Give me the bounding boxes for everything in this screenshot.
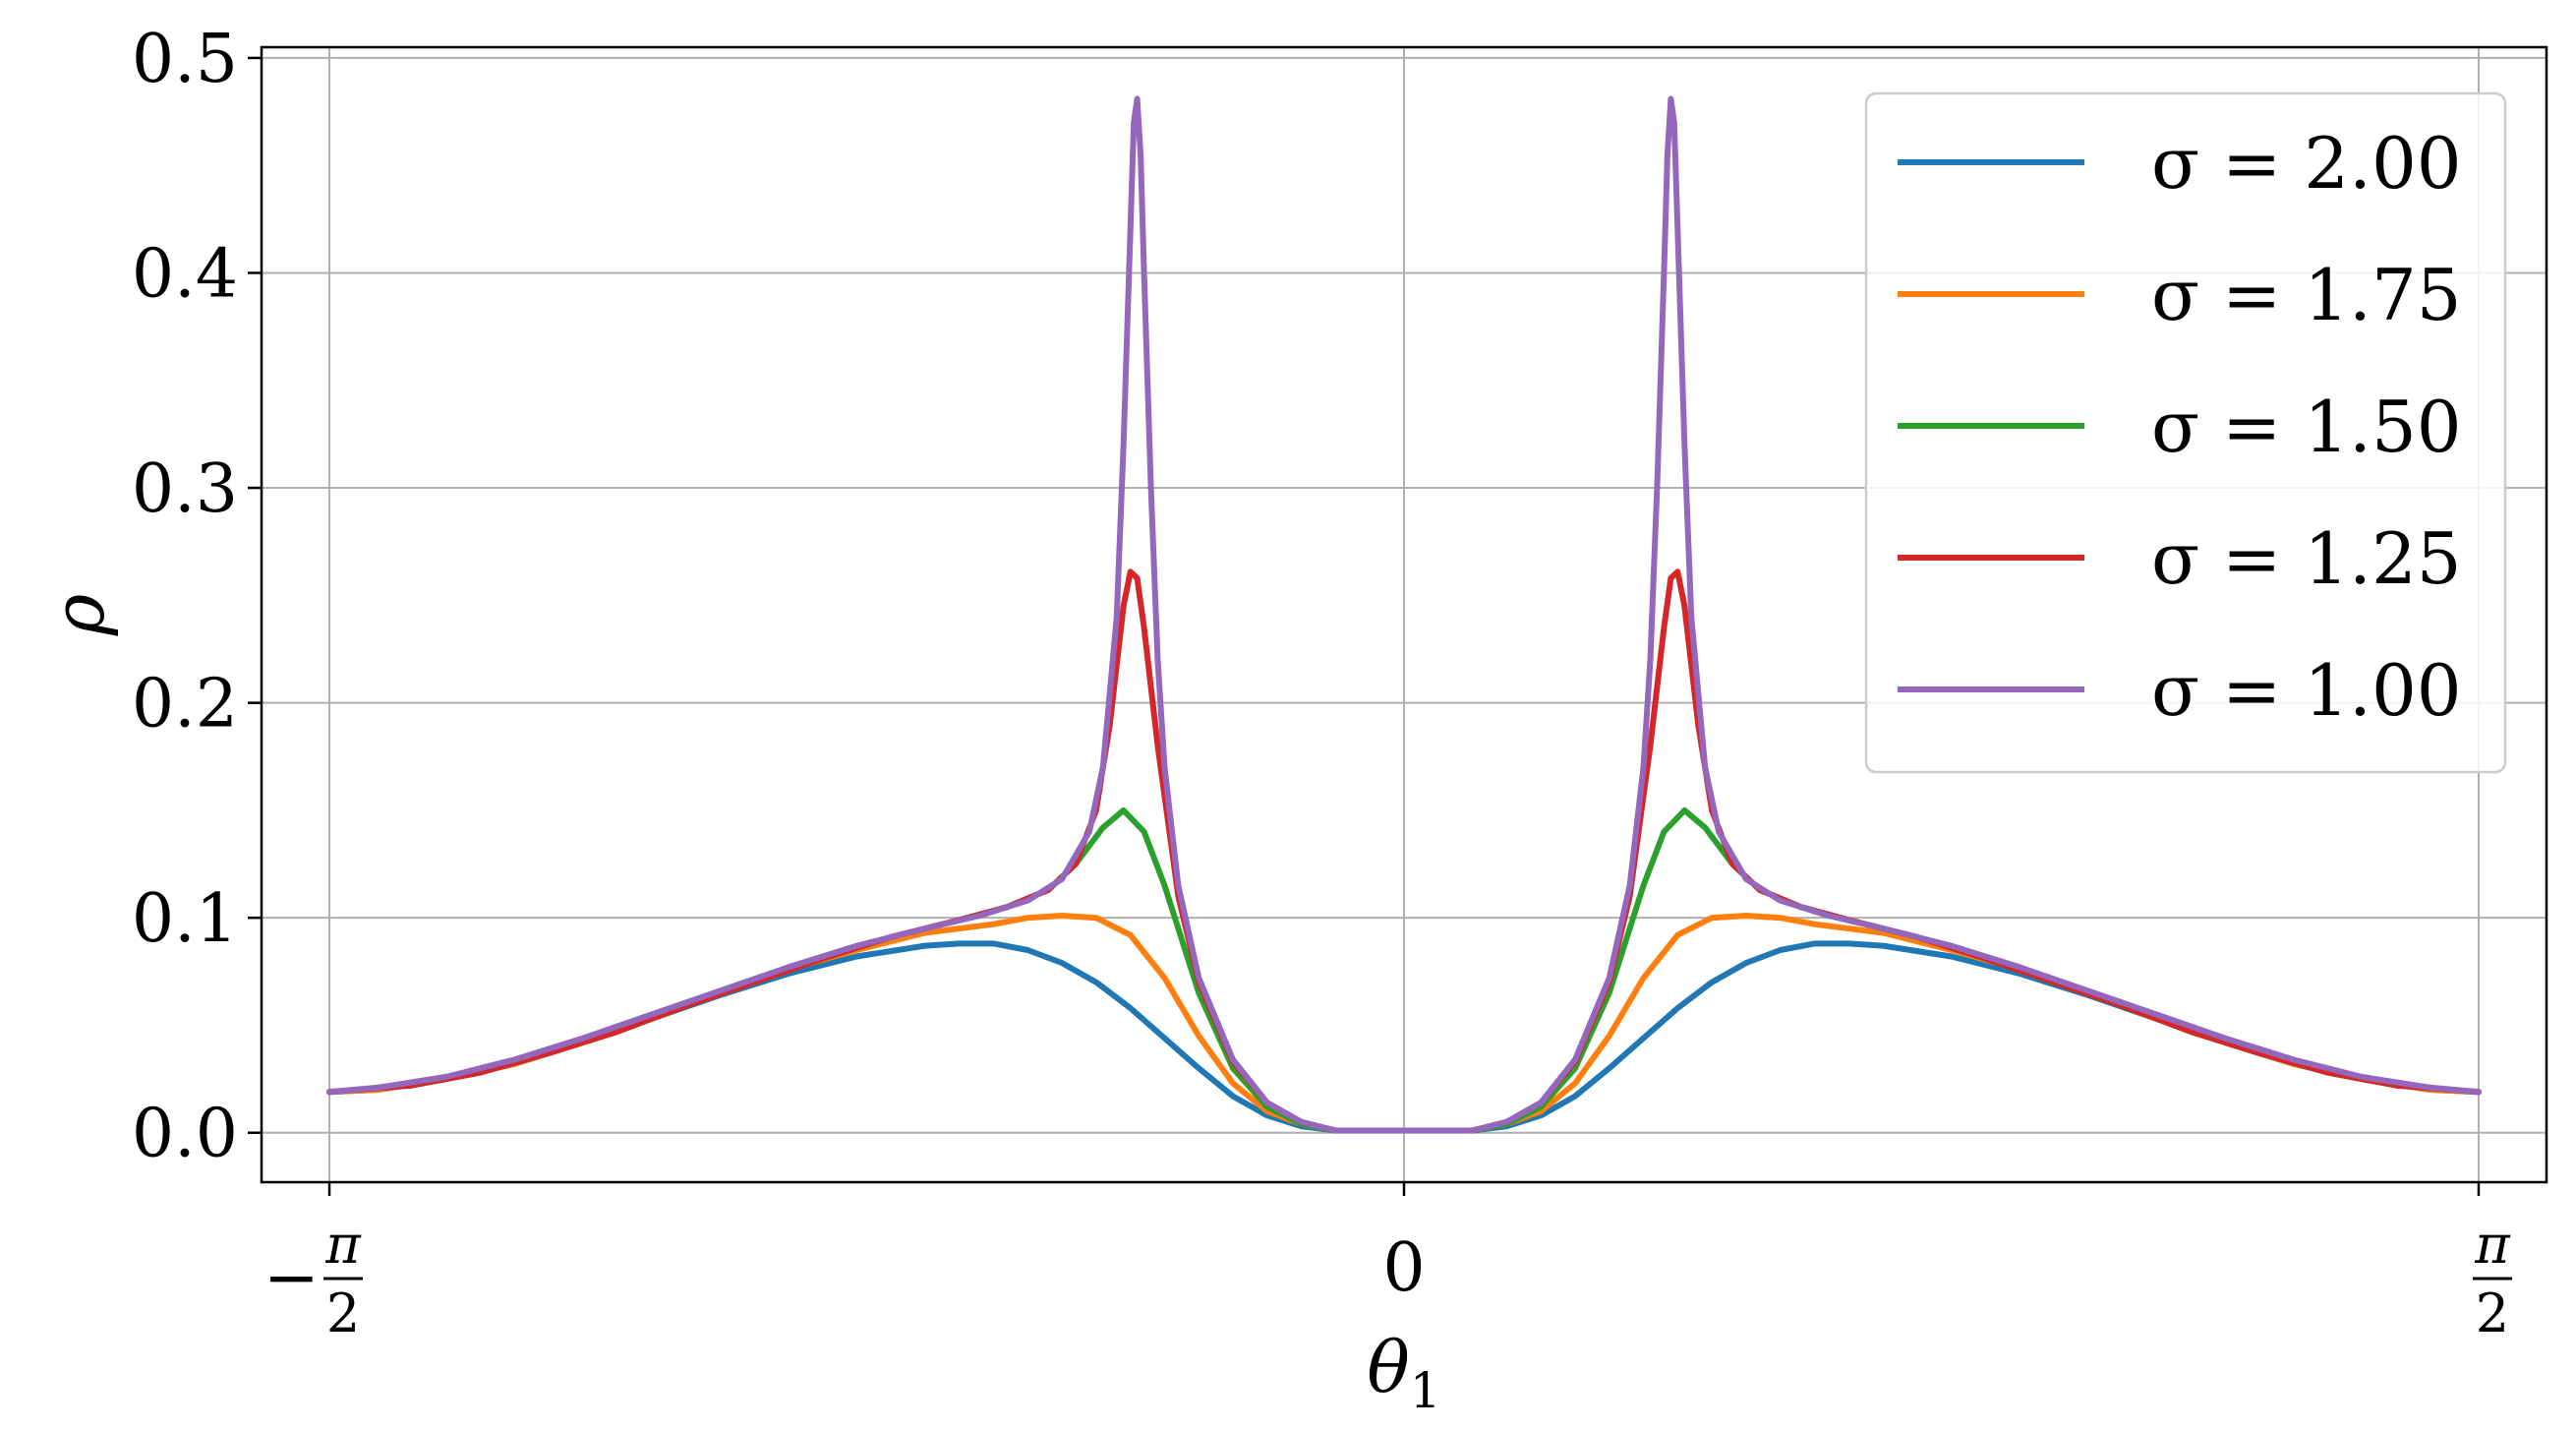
x-tick-label-numerator: π [324, 1214, 362, 1276]
legend-box [1864, 91, 2507, 774]
series-layer [326, 95, 2482, 1134]
grid-lines [262, 47, 2547, 1182]
legend-label: σ = 1.00 [2151, 649, 2462, 732]
y-tick-label: 0.2 [132, 666, 238, 744]
x-axis-label-subscript: 1 [1410, 1362, 1441, 1419]
y-tick-label: 0.0 [132, 1096, 238, 1173]
x-tick-label-sign: − [263, 1239, 320, 1317]
y-axis-label: ρ [37, 594, 120, 636]
x-tick-label-denominator: 2 [326, 1282, 360, 1344]
legend-label: σ = 1.75 [2151, 254, 2462, 336]
y-tick-label: 0.3 [132, 450, 238, 528]
legend: σ = 2.00 σ = 1.75 σ = 1.50 σ = 1.25 σ = 1.00 [1864, 91, 2507, 774]
y-tick-label: 0.1 [132, 880, 238, 958]
y-axis-ticks: 0.0 0.1 0.2 0.3 0.4 0.5 [132, 21, 262, 1173]
legend-label: σ = 2.00 [2151, 122, 2462, 205]
x-tick-label: 0 [1382, 1229, 1425, 1307]
y-tick-label: 0.5 [132, 21, 238, 98]
legend-label: σ = 1.25 [2151, 517, 2462, 600]
series-line-5 [326, 95, 2482, 1134]
x-axis-label-symbol: θ [1367, 1326, 1409, 1408]
x-axis-label: θ1 [1367, 1326, 1440, 1419]
x-tick-label: π2− [263, 1214, 364, 1344]
legend-label: σ = 1.50 [2151, 386, 2462, 468]
y-axis-label-text: ρ [37, 594, 120, 636]
x-tick-label-denominator: 2 [2476, 1282, 2509, 1344]
x-axis-ticks: π2− 0 π2 [263, 1182, 2512, 1344]
y-tick-label: 0.4 [132, 235, 238, 313]
x-axis-label-text: θ1 [1367, 1326, 1440, 1419]
x-tick-label-numerator: π [2474, 1214, 2511, 1276]
x-tick-label: π2 [2472, 1214, 2512, 1344]
